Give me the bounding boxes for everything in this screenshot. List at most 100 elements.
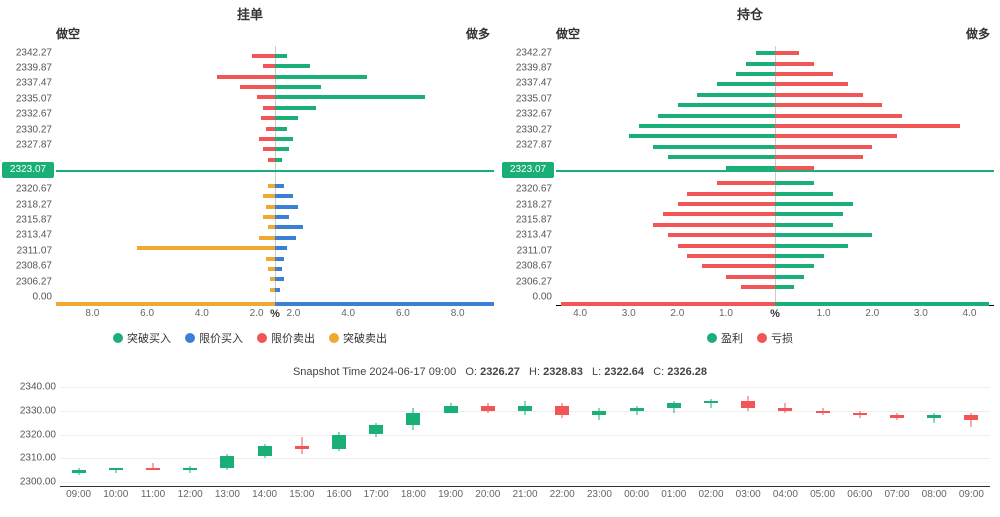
candle-ytick: 2300.00	[10, 477, 56, 488]
candle-body	[592, 411, 606, 416]
ytick-label: 2335.07	[506, 93, 552, 104]
bar-right	[275, 288, 280, 292]
bar-row	[56, 267, 494, 271]
bar-left	[697, 93, 775, 97]
candle-body	[332, 435, 346, 449]
bar-left	[658, 114, 775, 118]
bar-right	[775, 223, 833, 227]
ytick-label: 2339.87	[6, 63, 52, 74]
bar-row	[56, 95, 494, 99]
ytick-label: 2313.47	[6, 230, 52, 241]
bar-row	[56, 64, 494, 68]
candle-body	[72, 470, 86, 472]
bar-row	[56, 288, 494, 292]
legend-item[interactable]: 限价买入	[185, 330, 243, 346]
bar-right	[275, 95, 425, 99]
candle-xtick: 17:00	[364, 489, 389, 500]
ytick-label: 2318.27	[6, 199, 52, 210]
xtick: 6.0	[140, 308, 154, 319]
bar-row	[556, 275, 994, 279]
bar-left	[266, 257, 275, 261]
bar-row	[556, 155, 994, 159]
candle-xtick: 06:00	[847, 489, 872, 500]
current-price-line	[56, 170, 494, 172]
bar-right	[775, 145, 872, 149]
xcenter-label: %	[270, 308, 280, 320]
ytick-label: 2308.67	[6, 261, 52, 272]
bar-left	[252, 54, 275, 58]
xtick: 6.0	[396, 308, 410, 319]
candle-body	[109, 468, 123, 470]
legend-item[interactable]: 突破买入	[113, 330, 171, 346]
ytick-label: 2342.27	[506, 47, 552, 58]
bar-left	[702, 264, 775, 268]
bar-right	[275, 236, 296, 240]
positions-title: 持仓	[506, 4, 994, 23]
candle-xtick: 10:00	[103, 489, 128, 500]
orders-title: 挂单	[6, 4, 494, 23]
legend-label: 突破买入	[127, 330, 171, 346]
candle-xtick: 13:00	[215, 489, 240, 500]
bar-row	[556, 114, 994, 118]
orders-xaxis: 8.06.04.02.02.04.06.08.0%	[56, 306, 494, 326]
ytick-label: 2335.07	[6, 93, 52, 104]
bar-right	[775, 181, 814, 185]
ytick-label: 2313.47	[506, 230, 552, 241]
legend-item[interactable]: 盈利	[707, 330, 743, 346]
bar-right	[775, 82, 848, 86]
grid-line	[60, 387, 990, 388]
bar-left	[756, 51, 775, 55]
bar-right	[275, 215, 289, 219]
bar-row	[556, 82, 994, 86]
bar-left	[217, 75, 275, 79]
ytick-label: 2320.67	[506, 184, 552, 195]
candle-xtick: 08:00	[922, 489, 947, 500]
bar-row	[56, 137, 494, 141]
bar-right	[775, 134, 897, 138]
bar-right	[275, 158, 282, 162]
bar-row	[56, 236, 494, 240]
candle-xtick: 00:00	[624, 489, 649, 500]
candle-xtick: 16:00	[326, 489, 351, 500]
candle-body	[258, 446, 272, 456]
bar-row	[556, 181, 994, 185]
xtick: 1.0	[719, 308, 733, 319]
legend-item[interactable]: 亏损	[757, 330, 793, 346]
xtick: 4.0	[195, 308, 209, 319]
bar-row	[556, 223, 994, 227]
candle-body	[146, 468, 160, 470]
bar-left	[266, 127, 275, 131]
bar-right	[275, 246, 287, 250]
bar-right	[775, 254, 824, 258]
bar-right	[775, 93, 863, 97]
bar-row	[56, 54, 494, 58]
bar-row	[556, 254, 994, 258]
bar-left	[268, 267, 275, 271]
bar-left	[263, 64, 275, 68]
bar-left	[726, 275, 775, 279]
legend-dot	[707, 333, 717, 343]
bar-left	[263, 147, 275, 151]
xtick: 3.0	[622, 308, 636, 319]
legend-item[interactable]: 限价卖出	[257, 330, 315, 346]
snapshot-line: Snapshot Time 2024-06-17 09:00 O: 2326.2…	[10, 366, 990, 378]
current-price-badge: 2323.07	[502, 162, 554, 178]
ytick-label: 2311.07	[506, 245, 552, 256]
bar-left	[653, 223, 775, 227]
bar-row	[56, 147, 494, 151]
bar-right	[775, 275, 804, 279]
ytick-label: 2339.87	[506, 63, 552, 74]
xtick: 4.0	[573, 308, 587, 319]
snapshot-time: 2024-06-17 09:00	[369, 366, 456, 378]
bar-left	[266, 205, 275, 209]
snapshot-label: Snapshot Time	[293, 366, 366, 378]
bar-right	[775, 202, 853, 206]
bar-left	[261, 116, 275, 120]
bar-left	[629, 134, 775, 138]
candle-body	[555, 406, 569, 416]
candle-body	[964, 415, 978, 420]
bar-row	[56, 205, 494, 209]
candle-body	[778, 408, 792, 410]
legend-item[interactable]: 突破卖出	[329, 330, 387, 346]
bar-right	[775, 72, 833, 76]
